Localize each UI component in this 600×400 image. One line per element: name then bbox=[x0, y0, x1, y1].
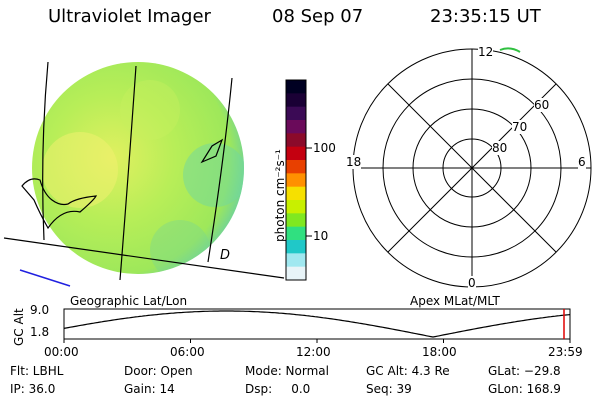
polar-diag-2 bbox=[387, 83, 557, 253]
colorbar-band bbox=[286, 253, 306, 268]
colorbar-band bbox=[286, 200, 306, 214]
apex-caption: Apex MLat/MLT bbox=[410, 294, 500, 308]
colorbar-band bbox=[286, 213, 306, 228]
orbit-frame bbox=[63, 308, 571, 340]
orbit-altitude-curve bbox=[63, 310, 571, 338]
instrument-title: Ultraviolet Imager bbox=[48, 6, 211, 27]
mlt-label-12: 12 bbox=[478, 45, 494, 59]
colorbar-band bbox=[286, 240, 306, 254]
info-mode: Mode: Normal bbox=[245, 364, 329, 378]
mlat-label-60: 60 bbox=[534, 98, 550, 112]
colorbar-band bbox=[286, 133, 306, 148]
mlat-label-80: 80 bbox=[492, 141, 508, 155]
geo-caption: Geographic Lat/Lon bbox=[70, 294, 188, 308]
mlat-label-70: 70 bbox=[512, 120, 528, 134]
info-door: Door: Open bbox=[124, 364, 193, 378]
info-ip: IP: 36.0 bbox=[10, 382, 56, 396]
info-glon: GLon: 168.9 bbox=[488, 382, 561, 396]
colorbar-tick-label-100: 100 bbox=[313, 141, 336, 155]
orbit-xtick-1800: 18:00 bbox=[422, 345, 457, 359]
colorbar-band bbox=[286, 120, 306, 134]
colorbar-scale bbox=[286, 80, 306, 281]
mlt-label-0: 0 bbox=[468, 276, 476, 290]
image-date: 08 Sep 07 bbox=[272, 6, 364, 27]
image-time: 23:35:15 UT bbox=[430, 6, 541, 27]
direction-glyph: D bbox=[220, 248, 231, 263]
info-dsp: Dsp: 0.0 bbox=[245, 382, 311, 396]
colorbar-tick-label-10: 10 bbox=[313, 229, 329, 243]
colorbar-band bbox=[286, 146, 306, 161]
info-filter: Flt: LBHL bbox=[10, 364, 64, 378]
info-gc-alt: GC Alt: 4.3 Re bbox=[366, 364, 450, 378]
info-gain: Gain: 14 bbox=[124, 382, 175, 396]
orbit-xtick-0000: 00:00 bbox=[44, 345, 79, 359]
geographic-grid bbox=[3, 61, 285, 281]
colorbar-band bbox=[286, 266, 306, 281]
colorbar-band bbox=[286, 173, 306, 188]
earth-disk bbox=[32, 62, 244, 274]
orbit-ytick-label-top: 9.0 bbox=[30, 303, 50, 317]
colorbar-frame bbox=[285, 79, 307, 281]
mlt-label-6: 6 bbox=[578, 155, 586, 169]
colorbar-band bbox=[286, 106, 306, 121]
blue-boundary bbox=[19, 269, 71, 287]
colorbar-band bbox=[286, 80, 306, 94]
colorbar-band bbox=[286, 226, 306, 241]
mlt-label-18: 18 bbox=[346, 155, 362, 169]
orbit-ytick-label-bottom: 1.8 bbox=[30, 325, 50, 339]
polar-edge-glow bbox=[499, 47, 521, 53]
colorbar-band bbox=[286, 186, 306, 201]
orbit-xtick-2359: 23:59 bbox=[548, 345, 583, 359]
colorbar-band bbox=[286, 160, 306, 174]
colorbar-band bbox=[286, 93, 306, 108]
orbit-xtick-1200: 12:00 bbox=[296, 345, 331, 359]
info-glat: GLat: −29.8 bbox=[488, 364, 561, 378]
info-seq: Seq: 39 bbox=[366, 382, 412, 396]
orbit-xtick-0600: 06:00 bbox=[170, 345, 205, 359]
